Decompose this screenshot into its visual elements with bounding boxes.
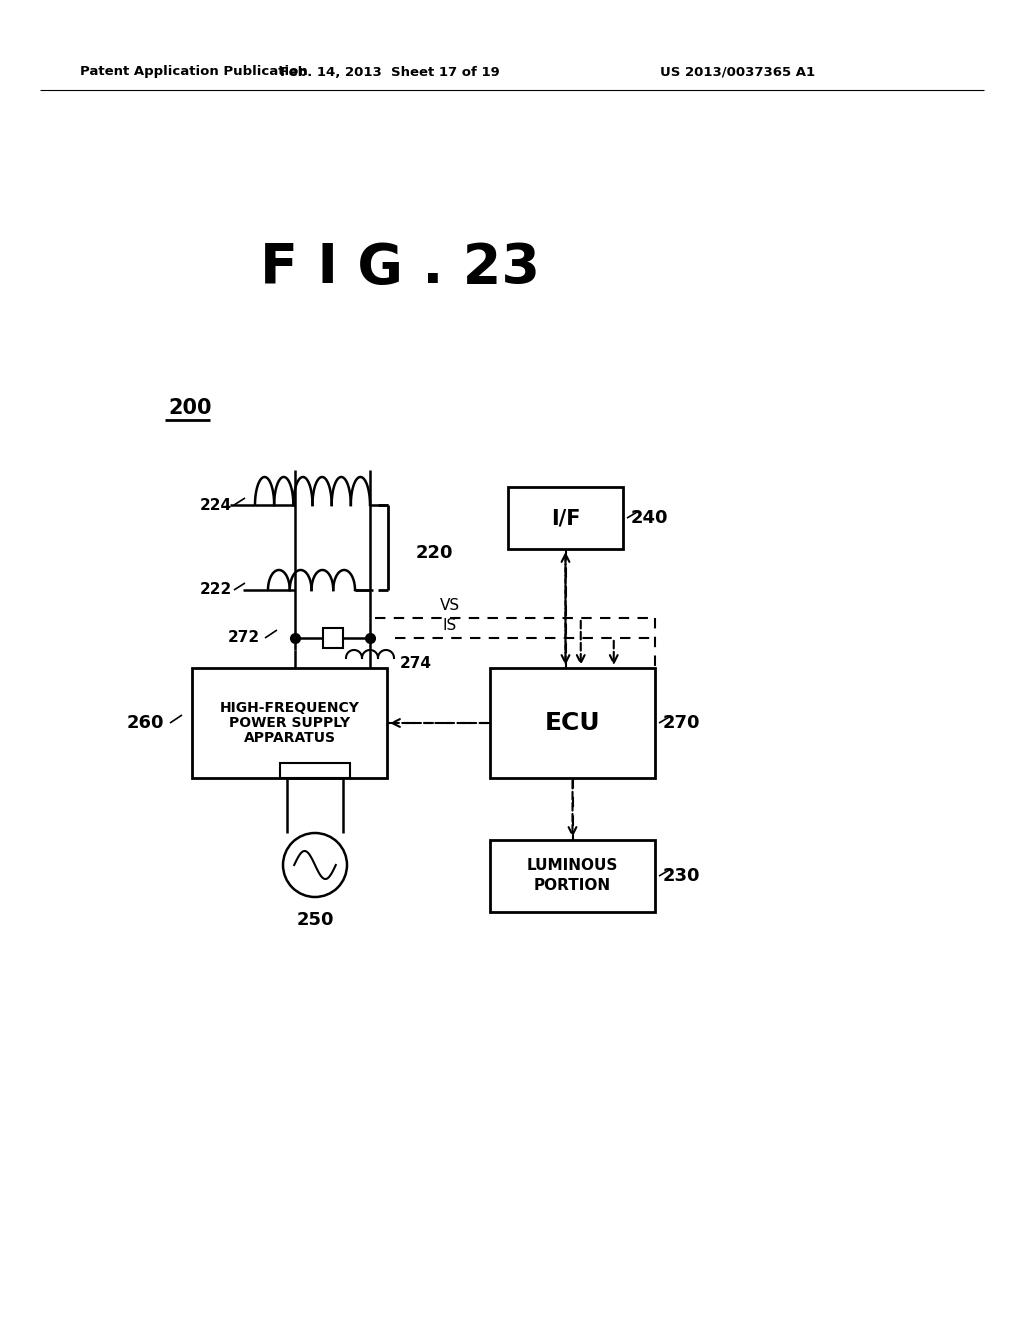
Text: POWER SUPPLY: POWER SUPPLY [229, 715, 350, 730]
Text: 224: 224 [200, 498, 232, 512]
Text: 270: 270 [663, 714, 700, 733]
Text: 200: 200 [168, 399, 212, 418]
Text: US 2013/0037365 A1: US 2013/0037365 A1 [660, 66, 815, 78]
Bar [490, 668, 655, 777]
Text: 260: 260 [127, 714, 164, 733]
Bar [508, 487, 623, 549]
Text: Feb. 14, 2013  Sheet 17 of 19: Feb. 14, 2013 Sheet 17 of 19 [281, 66, 500, 78]
Bar [323, 628, 343, 648]
Text: 272: 272 [228, 631, 260, 645]
Text: ECU: ECU [545, 711, 600, 735]
Text: VS: VS [440, 598, 460, 612]
Text: PORTION: PORTION [534, 879, 611, 894]
Text: 222: 222 [200, 582, 232, 598]
Text: Patent Application Publication: Patent Application Publication [80, 66, 308, 78]
Text: IS: IS [442, 618, 457, 632]
Text: 274: 274 [400, 656, 432, 671]
Text: 220: 220 [416, 544, 454, 561]
Text: APPARATUS: APPARATUS [244, 731, 336, 744]
Text: 250: 250 [296, 911, 334, 929]
Text: I/F: I/F [551, 508, 581, 528]
Text: HIGH-FREQUENCY: HIGH-FREQUENCY [219, 701, 359, 715]
Text: LUMINOUS: LUMINOUS [526, 858, 618, 874]
Text: 240: 240 [631, 510, 669, 527]
Bar [193, 668, 387, 777]
Bar [490, 840, 655, 912]
Bar [280, 763, 350, 777]
Text: F I G . 23: F I G . 23 [260, 242, 540, 294]
Text: 230: 230 [663, 867, 700, 884]
